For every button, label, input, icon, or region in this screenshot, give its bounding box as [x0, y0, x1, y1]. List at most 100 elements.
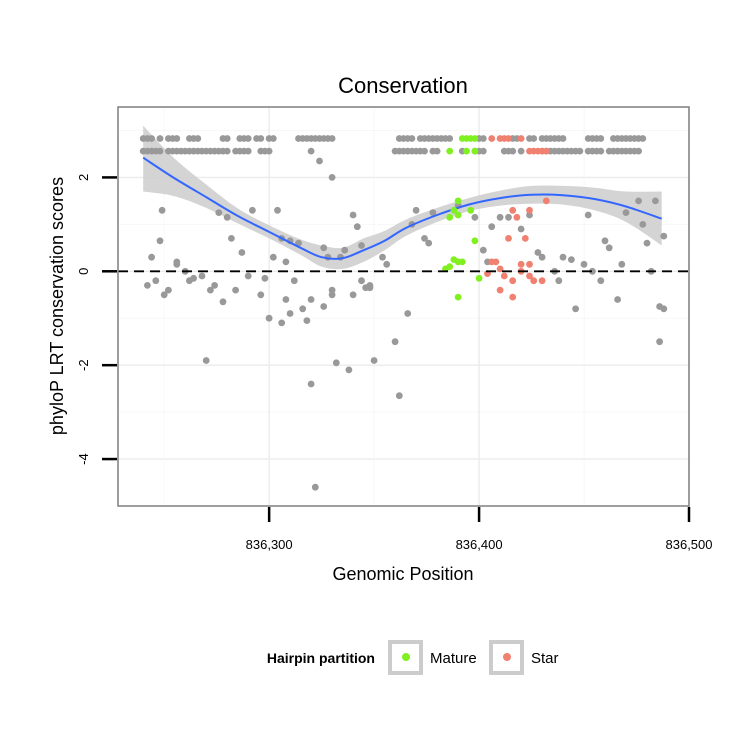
- data-point-other: [299, 305, 307, 313]
- data-point-other: [269, 253, 277, 261]
- data-point-mature: [454, 197, 462, 205]
- data-point-other: [353, 223, 361, 231]
- y-axis: -4 -2 0 2: [76, 174, 117, 465]
- data-point-other: [156, 237, 164, 245]
- data-point-mature: [471, 135, 479, 142]
- data-point-other: [601, 237, 609, 245]
- data-point-other: [597, 277, 605, 285]
- gridlines: [118, 107, 690, 507]
- data-point-star: [509, 277, 517, 285]
- data-point-other: [295, 239, 302, 247]
- data-point-other: [404, 310, 412, 317]
- data-point-star: [509, 206, 517, 214]
- smooth-line-layer: [142, 156, 663, 260]
- data-point-other: [244, 135, 252, 142]
- data-point-other: [158, 206, 166, 214]
- data-point-other: [614, 296, 621, 303]
- data-point-mature: [471, 237, 479, 245]
- x-tick-label: 836,500: [666, 537, 713, 552]
- data-point-other: [488, 223, 496, 231]
- data-point-other: [530, 135, 538, 142]
- data-point-other: [358, 277, 365, 285]
- data-point-other: [379, 253, 386, 261]
- data-point-other: [534, 249, 542, 256]
- legend: Hairpin partition Mature Star: [267, 640, 559, 675]
- legend-label-star: Star: [531, 650, 559, 667]
- data-point-other: [144, 282, 151, 289]
- data-point-other: [257, 135, 265, 142]
- data-point-other: [660, 305, 668, 313]
- data-point-other: [652, 197, 659, 205]
- data-point-other: [479, 147, 487, 155]
- data-point-other: [160, 291, 168, 299]
- x-tick-label: 836,300: [246, 537, 293, 552]
- data-point-other: [635, 197, 642, 205]
- data-point-star: [538, 277, 546, 285]
- data-point-other: [269, 135, 277, 142]
- y-tick-label: 0: [76, 268, 91, 275]
- data-point-mature: [454, 211, 462, 219]
- data-point-other: [265, 314, 273, 322]
- smooth-line: [142, 156, 663, 260]
- data-point-other: [303, 317, 311, 324]
- data-point-other: [290, 277, 298, 285]
- data-point-other: [639, 221, 647, 228]
- data-point-other: [358, 242, 365, 249]
- data-point-other: [211, 282, 219, 289]
- plot-panel-border: [117, 106, 690, 507]
- y-tick-label: -2: [76, 359, 91, 371]
- data-point-other: [173, 135, 181, 142]
- data-point-other: [429, 209, 437, 217]
- data-point-star: [509, 293, 517, 301]
- data-point-star: [488, 135, 496, 142]
- x-tick-label: 836,400: [456, 537, 503, 552]
- data-point-other: [479, 246, 487, 254]
- data-point-other: [238, 249, 246, 256]
- legend-dot-star: [503, 653, 511, 661]
- data-point-other: [274, 206, 281, 214]
- data-point-other: [572, 305, 579, 313]
- data-point-other: [635, 147, 642, 155]
- data-point-star: [542, 147, 550, 155]
- data-point-other: [328, 286, 336, 294]
- data-point-other: [383, 260, 391, 268]
- data-point-other: [656, 338, 663, 346]
- data-point-mature: [463, 147, 470, 155]
- data-point-other: [349, 291, 357, 299]
- data-point-star: [530, 277, 538, 285]
- data-point-other: [261, 274, 269, 282]
- data-point-star: [542, 197, 550, 205]
- data-point-star: [521, 235, 529, 242]
- data-point-other: [165, 286, 172, 294]
- data-point-other: [471, 213, 479, 221]
- legend-title: Hairpin partition: [267, 650, 375, 666]
- data-point-other: [479, 135, 487, 142]
- data-point-other: [395, 392, 403, 400]
- points-star: [484, 135, 550, 301]
- plot-panel-background: [118, 107, 689, 506]
- data-point-other: [156, 147, 164, 155]
- data-point-other: [320, 244, 328, 252]
- data-point-other: [421, 147, 428, 155]
- data-point-other: [190, 274, 198, 282]
- legend-label-mature: Mature: [430, 650, 477, 667]
- data-point-other: [219, 298, 227, 306]
- data-point-mature: [467, 206, 475, 214]
- data-point-mature: [446, 213, 454, 221]
- legend-dot-mature: [402, 653, 410, 661]
- data-point-other: [286, 310, 294, 317]
- data-point-other: [622, 209, 630, 217]
- data-point-other: [148, 135, 156, 142]
- y-axis-label: phyloP LRT conservation scores: [47, 177, 67, 435]
- data-point-other: [425, 239, 433, 247]
- data-point-star: [513, 213, 521, 221]
- data-point-other: [559, 135, 567, 142]
- data-point-other: [173, 260, 181, 268]
- data-point-mature: [471, 147, 479, 155]
- data-point-other: [244, 147, 252, 155]
- data-point-other: [228, 235, 235, 242]
- x-axis-label: Genomic Position: [332, 564, 473, 584]
- data-point-other: [559, 253, 567, 261]
- data-point-other: [408, 135, 416, 142]
